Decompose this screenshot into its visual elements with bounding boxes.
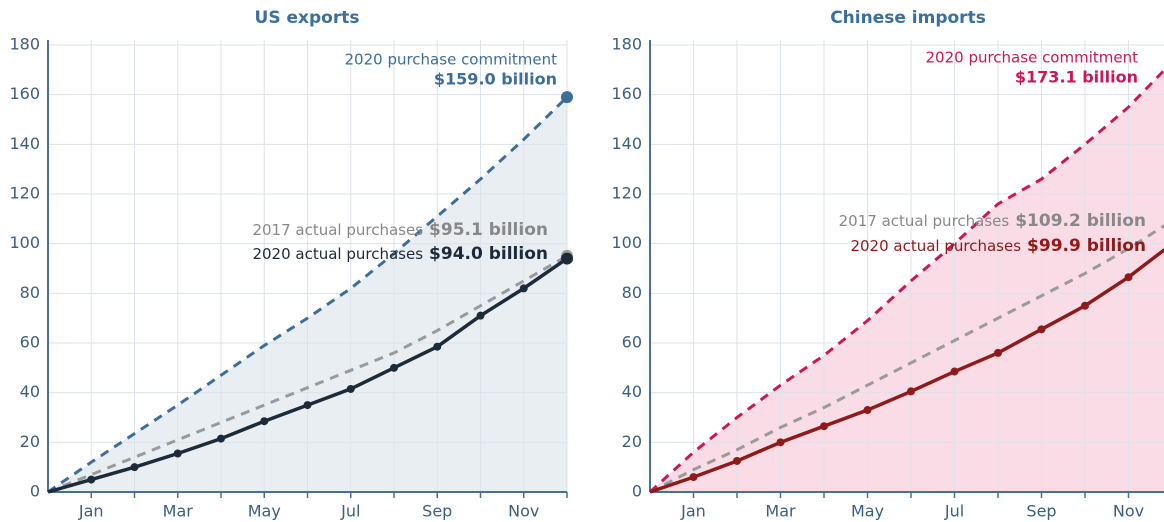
point xyxy=(950,367,959,376)
y-tick-label: 100 xyxy=(9,233,40,252)
x-tick-label: May xyxy=(851,502,884,521)
chart-panel: Chinese imports 0 20 40 60 80 100 120 140 160 180 J… xyxy=(611,8,1164,521)
x-tick-label: Nov xyxy=(508,502,539,521)
chart-title: Chinese imports xyxy=(830,8,986,28)
point xyxy=(260,417,269,426)
x-tick-label: Jul xyxy=(944,502,964,521)
y-tick-label: 120 xyxy=(9,184,40,203)
value-label: $95.1 billion xyxy=(429,220,548,240)
x-tick-label: Nov xyxy=(1113,502,1144,521)
y-tick-label: 40 xyxy=(20,382,40,401)
point xyxy=(561,252,573,265)
x-tick-label: Jan xyxy=(78,502,104,521)
point xyxy=(1037,325,1046,334)
point xyxy=(476,311,485,320)
series-label: 2020 purchase commitment xyxy=(345,51,558,69)
y-tick-label: 160 xyxy=(611,84,642,103)
point xyxy=(776,438,785,447)
point xyxy=(863,406,872,415)
x-tick-label: Mar xyxy=(163,502,194,521)
point xyxy=(87,475,96,484)
series-label: 2017 actual purchases xyxy=(839,212,1010,230)
point xyxy=(433,342,442,351)
point xyxy=(907,387,915,396)
line xyxy=(47,96,569,494)
line xyxy=(47,254,568,494)
series-label: 2020 purchase commitment xyxy=(926,49,1139,67)
y-tick-label: 80 xyxy=(622,283,642,302)
point xyxy=(346,384,355,393)
y-tick-label: 20 xyxy=(20,432,40,451)
series-annotation: 2017 actual purchases $95.1 billion xyxy=(252,220,548,240)
series-label: 2020 actual purchases xyxy=(850,237,1021,255)
point xyxy=(1081,301,1089,310)
x-tick-label: May xyxy=(248,502,281,521)
value-label: $94.0 billion xyxy=(429,244,548,264)
y-tick-label: 140 xyxy=(9,134,40,153)
point xyxy=(1124,273,1133,282)
point xyxy=(733,456,741,465)
y-tick-label: 100 xyxy=(611,233,642,252)
chart-panel: US exports 0 20 40 60 80 100 120 140 160 180 Jan Mar… xyxy=(9,8,573,521)
value-label: $173.1 billion xyxy=(1015,68,1138,87)
x-tick-label: Sep xyxy=(422,502,452,521)
point xyxy=(217,434,225,443)
y-tick-label: 120 xyxy=(611,184,642,203)
point xyxy=(130,463,139,472)
y-tick-label: 180 xyxy=(9,35,40,54)
y-tick-label: 60 xyxy=(20,333,40,352)
y-tick-label: 180 xyxy=(611,35,642,54)
x-tick-label: Jan xyxy=(680,502,706,521)
y-tick-label: 160 xyxy=(9,84,40,103)
line xyxy=(649,224,1164,494)
value-label: $159.0 billion xyxy=(434,70,557,89)
chart-title: US exports xyxy=(255,8,360,28)
point xyxy=(994,348,1002,357)
y-tick-label: 40 xyxy=(622,382,642,401)
x-tick-label: Jul xyxy=(340,502,360,521)
series-annotation: 2020 actual purchases $94.0 billion xyxy=(252,244,548,264)
y-tick-label: 60 xyxy=(622,333,642,352)
point xyxy=(689,473,698,482)
series-label: 2017 actual purchases xyxy=(252,221,423,239)
point xyxy=(303,401,312,410)
y-tick-label: 0 xyxy=(632,482,642,501)
x-tick-label: Sep xyxy=(1026,502,1056,521)
value-label: $99.9 billion xyxy=(1027,236,1146,256)
x-tick-label: Mar xyxy=(765,502,796,521)
series-label: 2020 actual purchases xyxy=(252,245,423,263)
point xyxy=(820,422,828,431)
point xyxy=(561,91,573,104)
value-label: $109.2 billion xyxy=(1015,211,1146,231)
point xyxy=(519,284,528,293)
y-tick-label: 20 xyxy=(622,432,642,451)
series-annotation: 2017 actual purchases $109.2 billion xyxy=(839,211,1146,231)
point xyxy=(390,363,398,372)
y-tick-label: 0 xyxy=(30,482,40,501)
area xyxy=(650,70,1164,492)
line xyxy=(648,68,1164,494)
y-tick-label: 80 xyxy=(20,283,40,302)
point xyxy=(173,449,182,458)
series-annotation: 2020 actual purchases $99.9 billion xyxy=(850,236,1146,256)
y-tick-label: 140 xyxy=(611,134,642,153)
